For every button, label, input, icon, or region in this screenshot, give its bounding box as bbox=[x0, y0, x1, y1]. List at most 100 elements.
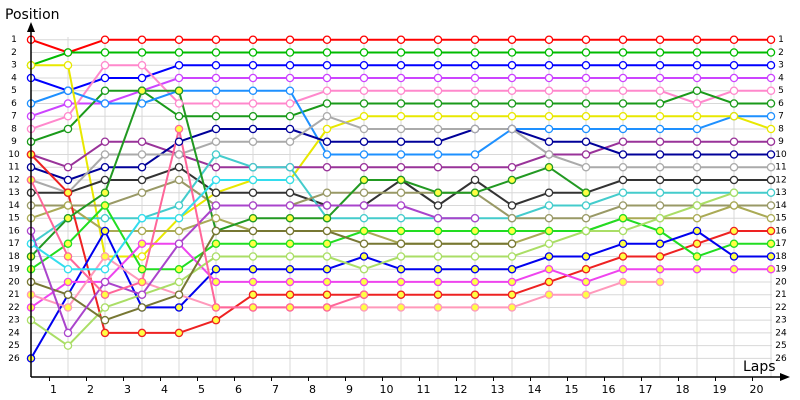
position-marker bbox=[396, 252, 406, 261]
position-marker bbox=[618, 35, 628, 44]
position-marker bbox=[729, 175, 739, 185]
position-marker bbox=[396, 239, 406, 248]
position-marker bbox=[359, 150, 369, 159]
position-marker bbox=[618, 188, 628, 197]
position-marker bbox=[618, 124, 628, 134]
position-marker bbox=[211, 73, 221, 83]
position-marker bbox=[692, 226, 702, 236]
y-tick-label: 4 bbox=[11, 73, 17, 83]
y-tick-label-right: 4 bbox=[778, 73, 784, 83]
position-marker bbox=[285, 213, 295, 223]
y-tick-label-right: 11 bbox=[775, 163, 786, 173]
position-marker bbox=[285, 86, 295, 95]
position-marker bbox=[581, 124, 591, 134]
position-marker bbox=[211, 239, 221, 248]
position-marker bbox=[618, 213, 628, 223]
position-marker bbox=[137, 239, 147, 248]
position-marker bbox=[507, 162, 517, 172]
position-marker bbox=[655, 213, 665, 223]
position-marker bbox=[729, 137, 739, 146]
position-marker bbox=[359, 264, 369, 274]
x-tick-label: 1 bbox=[50, 383, 57, 396]
position-marker bbox=[581, 86, 591, 95]
y-tick-label-right: 10 bbox=[775, 150, 787, 160]
position-marker bbox=[211, 60, 221, 70]
position-marker bbox=[433, 60, 443, 70]
position-marker bbox=[211, 137, 221, 146]
position-marker bbox=[100, 277, 110, 287]
position-marker bbox=[544, 48, 554, 57]
position-marker bbox=[433, 35, 443, 44]
position-marker bbox=[137, 264, 147, 274]
y-tick-label-right: 26 bbox=[775, 354, 787, 364]
position-marker bbox=[396, 162, 406, 172]
position-marker bbox=[174, 111, 184, 121]
position-marker bbox=[729, 188, 739, 197]
position-marker bbox=[322, 201, 332, 210]
position-marker bbox=[248, 303, 258, 312]
position-marker bbox=[655, 162, 665, 172]
position-marker bbox=[396, 60, 406, 70]
position-marker bbox=[248, 111, 258, 121]
position-marker bbox=[766, 111, 776, 121]
position-marker bbox=[322, 226, 332, 236]
position-marker bbox=[100, 201, 110, 210]
position-marker bbox=[137, 213, 147, 223]
position-marker bbox=[174, 239, 184, 248]
position-line bbox=[30, 179, 290, 271]
position-marker bbox=[655, 35, 665, 44]
x-axis-arrow bbox=[780, 373, 790, 381]
position-marker bbox=[655, 73, 665, 83]
x-tick-label: 3 bbox=[124, 383, 131, 396]
position-marker bbox=[359, 303, 369, 312]
position-marker bbox=[470, 252, 480, 261]
position-marker bbox=[396, 175, 406, 185]
y-tick-label: 20 bbox=[8, 277, 20, 287]
position-marker bbox=[507, 86, 517, 95]
position-marker bbox=[359, 252, 369, 261]
position-marker bbox=[692, 86, 702, 95]
position-marker bbox=[211, 124, 221, 134]
position-marker bbox=[766, 239, 776, 248]
position-marker bbox=[507, 277, 517, 287]
position-marker bbox=[396, 111, 406, 121]
position-marker bbox=[692, 99, 702, 108]
position-marker bbox=[618, 162, 628, 172]
position-marker bbox=[766, 60, 776, 70]
y-tick-label: 26 bbox=[8, 354, 20, 364]
position-marker bbox=[248, 252, 258, 261]
position-marker bbox=[359, 86, 369, 95]
position-marker bbox=[285, 201, 295, 210]
position-marker bbox=[581, 277, 591, 287]
position-marker bbox=[581, 35, 591, 44]
position-marker bbox=[359, 239, 369, 248]
position-marker bbox=[433, 111, 443, 121]
position-marker bbox=[285, 226, 295, 236]
position-marker bbox=[248, 86, 258, 95]
y-tick-label: 2 bbox=[11, 48, 17, 58]
position-marker bbox=[766, 175, 776, 185]
position-marker bbox=[655, 264, 665, 274]
position-marker bbox=[655, 150, 665, 159]
position-marker bbox=[396, 35, 406, 44]
position-marker bbox=[507, 303, 517, 312]
position-marker bbox=[396, 201, 406, 210]
y-tick-label-right: 16 bbox=[775, 226, 787, 236]
position-marker bbox=[322, 48, 332, 57]
position-marker bbox=[137, 226, 147, 236]
position-marker bbox=[470, 264, 480, 274]
position-marker bbox=[507, 73, 517, 83]
position-marker bbox=[359, 35, 369, 44]
position-marker bbox=[729, 201, 739, 210]
position-marker bbox=[63, 201, 73, 210]
position-marker bbox=[174, 201, 184, 210]
position-marker bbox=[211, 213, 221, 223]
position-marker bbox=[285, 162, 295, 172]
position-marker bbox=[729, 162, 739, 172]
position-marker bbox=[470, 111, 480, 121]
position-marker bbox=[655, 252, 665, 261]
position-marker bbox=[396, 303, 406, 312]
position-marker bbox=[137, 73, 147, 83]
y-tick-label-right: 14 bbox=[775, 201, 787, 211]
